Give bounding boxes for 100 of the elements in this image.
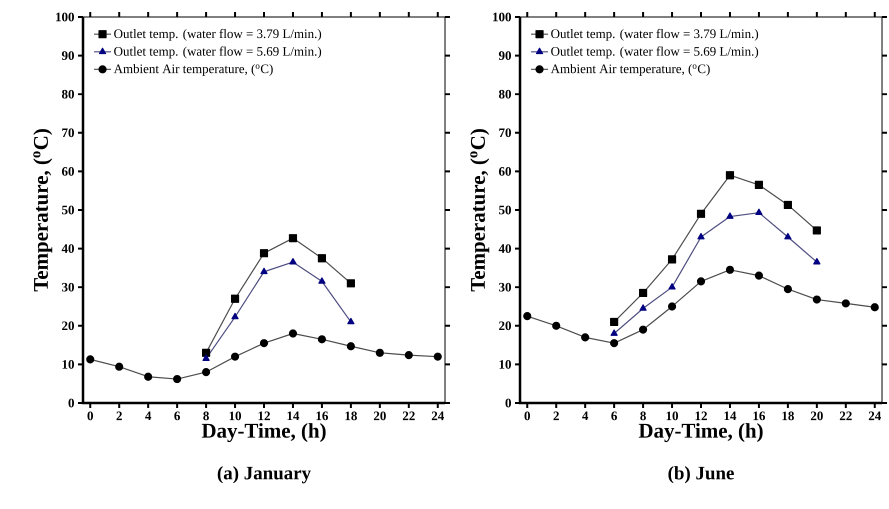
y-tick-label: 60 <box>498 167 511 176</box>
x-axis-title: Day-Time, (h) <box>202 423 326 442</box>
point <box>523 312 532 320</box>
y-tick-label: 20 <box>62 321 74 330</box>
point <box>289 258 297 264</box>
legend-label: Ambient Air temperature, ($^{o}$C) <box>550 64 710 76</box>
text: (a) January <box>218 466 311 484</box>
point <box>318 254 326 262</box>
point <box>610 339 618 348</box>
y-tick-label: 90 <box>62 51 74 60</box>
y-tick-label: 70 <box>499 128 511 138</box>
x-tick-label: 4 <box>145 412 152 420</box>
x-tick-label: 6 <box>611 412 617 420</box>
x-tick-label: 10 <box>230 412 242 420</box>
x-tick-label: 16 <box>316 412 328 420</box>
y-tick-label: 40 <box>498 244 511 253</box>
y-tick-label: 100 <box>56 12 74 22</box>
point <box>784 200 792 210</box>
x-tick-label: 0 <box>524 412 530 420</box>
text: (b) June <box>668 466 734 484</box>
point <box>697 232 705 240</box>
point <box>639 304 647 311</box>
point <box>754 180 764 189</box>
x-tick-label: 6 <box>174 412 180 420</box>
y-tick-label: 0 <box>68 398 74 408</box>
y-tick-label: 60 <box>62 167 74 176</box>
point <box>376 348 384 357</box>
y-tick-label: 20 <box>499 321 511 330</box>
point <box>173 374 182 384</box>
point <box>784 285 792 294</box>
point <box>230 294 240 303</box>
point <box>696 277 706 286</box>
x-tick-label: 20 <box>810 412 823 420</box>
x-tick-label: 4 <box>582 412 588 420</box>
point <box>639 288 648 298</box>
point <box>696 210 706 218</box>
x-tick-label: 18 <box>345 412 357 420</box>
y-tick-label: 40 <box>62 244 74 253</box>
point <box>812 295 821 304</box>
x-tick-label: 12 <box>258 412 270 420</box>
point <box>870 303 879 312</box>
x-axis-title: Day-Time, (h) <box>638 423 763 442</box>
y-tick-label: 0 <box>506 398 511 408</box>
point <box>610 318 618 326</box>
y-axis-title: Temperature, ($^{o}$C) <box>470 129 490 292</box>
point <box>86 355 94 364</box>
point <box>581 333 590 342</box>
y-tick-label: 30 <box>62 282 74 292</box>
y-tick-label: 50 <box>62 206 74 214</box>
point <box>639 326 648 334</box>
point <box>812 226 821 235</box>
point <box>726 266 734 274</box>
point <box>668 255 676 264</box>
y-tick-label: 70 <box>62 128 74 138</box>
point <box>726 212 734 219</box>
y-tick-label: 10 <box>500 360 511 369</box>
point <box>552 322 560 330</box>
point <box>404 351 413 360</box>
x-tick-label: 22 <box>402 412 415 420</box>
x-tick-label: 18 <box>782 412 794 420</box>
y-tick-label: 90 <box>498 51 511 60</box>
x-tick-label: 24 <box>432 412 444 420</box>
point <box>318 277 326 284</box>
point <box>668 302 676 311</box>
point <box>347 318 355 324</box>
legend-label: Outlet temp. (water flow = 3.79 L/min.) <box>114 28 322 41</box>
point <box>202 348 210 357</box>
x-tick-label: 8 <box>203 412 209 420</box>
y-axis-title: Temperature, ($^{o}$C) <box>33 129 52 292</box>
point <box>288 234 298 242</box>
x-tick-label: 22 <box>840 412 852 420</box>
y-tick-label: 50 <box>499 206 511 214</box>
point <box>346 279 355 288</box>
point <box>318 335 326 344</box>
y-tick-label: 80 <box>498 90 511 99</box>
point <box>755 208 763 216</box>
y-tick-label: 30 <box>499 282 511 292</box>
point <box>668 283 676 290</box>
y-tick-label: 80 <box>62 90 74 99</box>
x-tick-label: 12 <box>696 412 707 420</box>
x-tick-label: 24 <box>868 412 882 420</box>
y-tick-label: 100 <box>493 12 511 22</box>
legend-label: Outlet temp. (water flow = 5.69 L/min.) <box>114 46 322 58</box>
point <box>230 352 240 361</box>
point <box>610 329 618 336</box>
x-tick-label: 0 <box>88 412 93 420</box>
x-tick-label: 14 <box>724 412 736 420</box>
point <box>260 249 268 258</box>
point <box>202 368 210 376</box>
x-tick-label: 16 <box>753 412 766 420</box>
point <box>842 299 850 308</box>
x-tick-label: 2 <box>116 412 122 420</box>
y-tick-label: 10 <box>62 360 74 369</box>
point <box>784 232 792 240</box>
x-tick-label: 14 <box>288 412 300 420</box>
point <box>231 312 239 320</box>
point <box>260 339 268 348</box>
point <box>346 342 355 350</box>
x-tick-label: 2 <box>554 412 559 420</box>
legend-label: Outlet temp. (water flow = 5.69 L/min.) <box>551 46 758 58</box>
